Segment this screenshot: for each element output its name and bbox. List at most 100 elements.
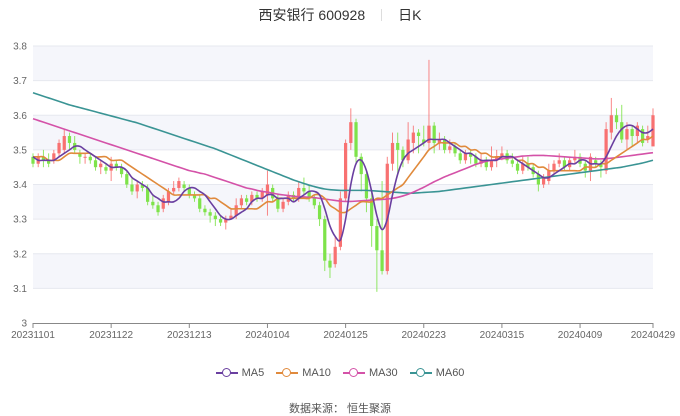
y-axis-label: 3.3	[13, 215, 27, 226]
x-axis-label: 20240223	[402, 330, 447, 341]
x-axis-label: 20240409	[558, 330, 603, 341]
candle-body	[437, 139, 442, 143]
candle-body	[62, 136, 66, 150]
chart-legend: MA5 MA10 MA30 MA60	[0, 367, 680, 381]
candle-body	[312, 198, 316, 206]
candle-body	[620, 122, 624, 140]
candle-body	[489, 160, 494, 168]
candle-body	[432, 125, 436, 143]
legend-item-ma10[interactable]: MA10	[276, 367, 331, 379]
x-axis-label: 20240104	[245, 330, 290, 341]
candle-body	[343, 142, 348, 199]
candle-body	[104, 167, 108, 171]
candle-body	[375, 226, 379, 251]
legend-marker-icon	[276, 368, 299, 378]
y-axis-label: 3.2	[13, 249, 27, 260]
candle-body	[255, 194, 259, 199]
candle-body	[328, 260, 332, 268]
candle-body	[297, 187, 301, 199]
candle-body	[166, 191, 171, 202]
candle-body	[47, 160, 51, 164]
candle-body	[495, 156, 499, 161]
candle-body	[599, 163, 603, 168]
candle-body	[218, 219, 223, 223]
x-axis-label: 20240125	[323, 330, 368, 341]
legend-item-ma60[interactable]: MA60	[409, 367, 464, 379]
candle-body	[281, 201, 285, 209]
legend-item-ma5[interactable]: MA5	[215, 367, 264, 379]
candle-body	[67, 136, 72, 143]
candle-body	[630, 129, 634, 137]
candle-body	[484, 160, 488, 168]
legend-label: MA10	[302, 367, 331, 379]
candle-body	[57, 142, 61, 154]
candle-body	[370, 198, 374, 227]
candle-body	[526, 163, 530, 168]
candle-body	[422, 139, 426, 143]
candle-body	[333, 246, 337, 265]
candle-body	[396, 142, 400, 150]
y-axis-label: 3.1	[13, 284, 27, 295]
source-value: 恒生聚源	[347, 403, 392, 415]
chart-title: 西安银行 600928 日K	[0, 5, 680, 25]
candle-body	[130, 184, 134, 192]
candle-body	[88, 156, 92, 161]
candle-body	[359, 156, 363, 175]
x-axis-label: 20231122	[89, 330, 133, 341]
candlestick-chart: 3 3.1 3.2 3.3 3.4 3.5 3.6 3.7 3.8 20231101 2023112…	[11, 42, 676, 342]
candle-body	[187, 187, 191, 195]
legend-marker-icon	[215, 368, 238, 378]
grid-band	[33, 115, 653, 150]
candle-body	[161, 198, 165, 209]
candle-body	[614, 115, 619, 123]
candle-body	[354, 122, 358, 157]
candle-body	[140, 184, 145, 188]
x-axis-label: 20231101	[11, 330, 55, 341]
candle-body	[515, 163, 520, 171]
candle-body	[625, 129, 629, 140]
candle-body	[234, 205, 238, 216]
candle-body	[198, 198, 202, 209]
candle-body	[93, 160, 98, 168]
candle-body	[458, 153, 462, 161]
candle-body	[146, 187, 150, 202]
period-toggle[interactable]: 日K	[398, 7, 422, 23]
candle-body	[52, 153, 56, 161]
candle-body	[323, 219, 327, 261]
x-axis-label: 20240315	[480, 330, 525, 341]
y-axis-label: 3.8	[13, 42, 27, 53]
legend-marker-icon	[342, 368, 365, 378]
source-label: 数据来源：	[288, 403, 344, 415]
candle-body	[364, 174, 369, 199]
candle-body	[453, 146, 457, 154]
x-axis-label: 20240429	[631, 330, 676, 341]
legend-item-ma30[interactable]: MA30	[342, 367, 398, 379]
candle-body	[380, 250, 384, 272]
candle-body	[114, 163, 118, 168]
candle-body	[510, 160, 514, 164]
candle-body	[448, 146, 452, 150]
candle-body	[338, 198, 343, 247]
candle-body	[229, 215, 233, 220]
candle-body	[349, 122, 353, 143]
candle-body	[442, 139, 447, 150]
candle-body	[31, 156, 35, 164]
candle-body	[208, 212, 212, 216]
candle-body	[573, 156, 577, 161]
candle-body	[640, 129, 645, 143]
candle-body	[276, 198, 280, 209]
candle-body	[119, 167, 124, 175]
candle-body	[500, 153, 504, 157]
candle-body	[536, 174, 540, 185]
candle-body	[151, 201, 155, 206]
ma-line-ma30	[32, 117, 654, 203]
candle-body	[411, 132, 415, 143]
title-separator	[381, 9, 383, 21]
candle-body	[302, 187, 306, 192]
candle-body	[646, 136, 650, 140]
candle-body	[239, 198, 244, 206]
y-axis-label: 3.4	[13, 180, 27, 191]
legend-marker-icon	[409, 368, 432, 378]
candle-body	[651, 115, 655, 147]
candle-body	[99, 163, 103, 168]
